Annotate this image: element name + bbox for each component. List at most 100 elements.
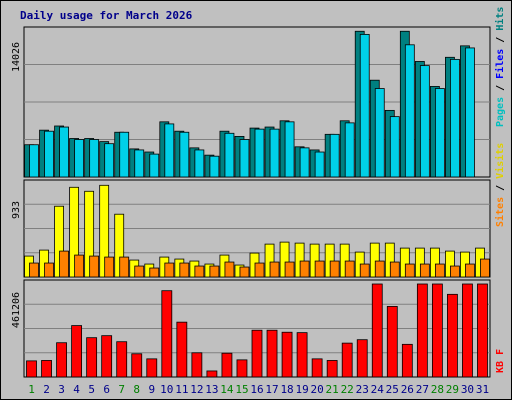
panel-2-legend: Sites / Visits bbox=[494, 143, 506, 227]
bar-kb-f-day-6 bbox=[101, 335, 113, 378]
panel-3-legend: KB F bbox=[495, 349, 506, 373]
bar-visits-day-27 bbox=[414, 247, 425, 278]
bar-files-day-22 bbox=[344, 122, 355, 178]
bar-files-day-30 bbox=[465, 47, 475, 178]
day-label-13: 13 bbox=[205, 383, 218, 396]
bar-kb-f-day-12 bbox=[191, 352, 203, 378]
day-label-12: 12 bbox=[190, 383, 203, 396]
bar-sites-day-1 bbox=[29, 262, 39, 278]
bar-kb-f-day-14 bbox=[221, 352, 233, 378]
bar-sites-day-6 bbox=[104, 256, 115, 278]
day-label-3: 3 bbox=[58, 383, 65, 396]
day-label-28: 28 bbox=[431, 383, 444, 396]
bar-sites-day-20 bbox=[314, 260, 325, 278]
day-label-21: 21 bbox=[326, 383, 339, 396]
day-label-10: 10 bbox=[160, 383, 173, 396]
bar-files-day-7 bbox=[119, 131, 130, 178]
bar-files-day-18 bbox=[284, 121, 295, 178]
legend-entry-f: F bbox=[495, 349, 506, 361]
bar-files-day-6 bbox=[104, 143, 115, 178]
day-label-4: 4 bbox=[73, 383, 80, 396]
bar-files-day-8 bbox=[134, 149, 145, 178]
bar-sites-day-10 bbox=[164, 262, 175, 278]
legend-entry-pages: Pages bbox=[495, 97, 506, 127]
legend-entry-kb: KB bbox=[495, 361, 506, 373]
bar-sites-day-28 bbox=[434, 263, 445, 278]
bar-kb-f-day-31 bbox=[477, 283, 488, 378]
bar-kb-f-day-9 bbox=[146, 358, 158, 378]
bar-kb-f-day-30 bbox=[462, 283, 473, 378]
bar-visits-day-6 bbox=[99, 184, 110, 278]
legend-entry-hits: Hits bbox=[494, 7, 506, 37]
bar-kb-f-day-25 bbox=[386, 306, 398, 378]
day-label-26: 26 bbox=[401, 383, 414, 396]
bar-visits-day-25 bbox=[384, 242, 395, 278]
bar-files-day-25 bbox=[389, 116, 400, 178]
bar-files-day-16 bbox=[254, 128, 265, 178]
bar-visits-day-4 bbox=[69, 186, 80, 278]
bar-kb-f-day-29 bbox=[447, 293, 458, 378]
bar-files-day-20 bbox=[314, 151, 325, 178]
bar-sites-day-29 bbox=[450, 265, 460, 278]
day-label-23: 23 bbox=[356, 383, 369, 396]
bar-sites-day-30 bbox=[465, 263, 475, 278]
bar-files-day-24 bbox=[374, 88, 385, 178]
bar-sites-day-8 bbox=[134, 265, 145, 278]
day-label-30: 30 bbox=[461, 383, 474, 396]
day-label-31: 31 bbox=[476, 383, 489, 396]
bar-files-day-27 bbox=[419, 65, 430, 178]
bar-kb-f-day-17 bbox=[266, 329, 278, 378]
bar-visits-day-26 bbox=[399, 247, 410, 278]
bar-visits-day-21 bbox=[324, 243, 335, 278]
bar-visits-day-19 bbox=[294, 242, 305, 278]
day-label-22: 22 bbox=[341, 383, 354, 396]
bar-files-day-5 bbox=[89, 139, 100, 178]
chart-title: Daily usage for March 2026 bbox=[20, 9, 193, 22]
bar-files-day-1 bbox=[29, 144, 39, 178]
bar-files-day-13 bbox=[209, 155, 220, 178]
bar-sites-day-3 bbox=[59, 250, 69, 278]
bar-files-day-26 bbox=[404, 44, 415, 178]
day-label-19: 19 bbox=[295, 383, 308, 396]
panel-2-ymax-label: 933 bbox=[11, 201, 22, 219]
bar-files-day-12 bbox=[194, 149, 205, 178]
day-label-1: 1 bbox=[28, 383, 35, 396]
day-label-29: 29 bbox=[446, 383, 459, 396]
day-label-17: 17 bbox=[265, 383, 278, 396]
bar-kb-f-day-13 bbox=[206, 370, 218, 378]
bar-sites-day-24 bbox=[374, 260, 385, 278]
bar-kb-f-day-23 bbox=[356, 339, 368, 378]
bar-files-day-11 bbox=[179, 131, 190, 178]
bar-files-day-10 bbox=[164, 123, 175, 178]
bar-sites-day-15 bbox=[239, 266, 250, 278]
bar-kb-f-day-10 bbox=[161, 290, 173, 378]
bar-visits-day-3 bbox=[54, 205, 64, 278]
bar-kb-f-day-22 bbox=[341, 342, 353, 378]
bar-visits-day-28 bbox=[429, 247, 440, 278]
bar-files-day-9 bbox=[149, 153, 160, 178]
day-label-15: 15 bbox=[235, 383, 248, 396]
bar-kb-f-day-21 bbox=[326, 360, 338, 378]
day-label-8: 8 bbox=[133, 383, 140, 396]
bar-sites-day-18 bbox=[284, 261, 295, 278]
bar-sites-day-26 bbox=[404, 263, 415, 278]
day-label-9: 9 bbox=[148, 383, 155, 396]
bar-sites-day-19 bbox=[299, 260, 310, 278]
bar-kb-f-day-26 bbox=[401, 343, 413, 378]
panel-1-ymax-label: 14026 bbox=[11, 42, 22, 72]
day-label-27: 27 bbox=[416, 383, 429, 396]
day-label-5: 5 bbox=[88, 383, 95, 396]
bar-sites-day-14 bbox=[224, 261, 235, 278]
bar-files-day-15 bbox=[239, 139, 250, 178]
legend-entry-: / bbox=[495, 185, 506, 197]
bar-sites-day-25 bbox=[389, 261, 400, 278]
bar-visits-day-7 bbox=[114, 213, 125, 278]
bar-files-day-29 bbox=[450, 58, 460, 178]
bar-kb-f-day-3 bbox=[56, 342, 67, 378]
bar-visits-day-20 bbox=[309, 243, 320, 278]
bar-files-day-23 bbox=[359, 33, 370, 178]
legend-entry-: / bbox=[495, 85, 506, 97]
bar-kb-f-day-11 bbox=[176, 321, 188, 378]
bar-kb-f-day-8 bbox=[131, 353, 143, 378]
